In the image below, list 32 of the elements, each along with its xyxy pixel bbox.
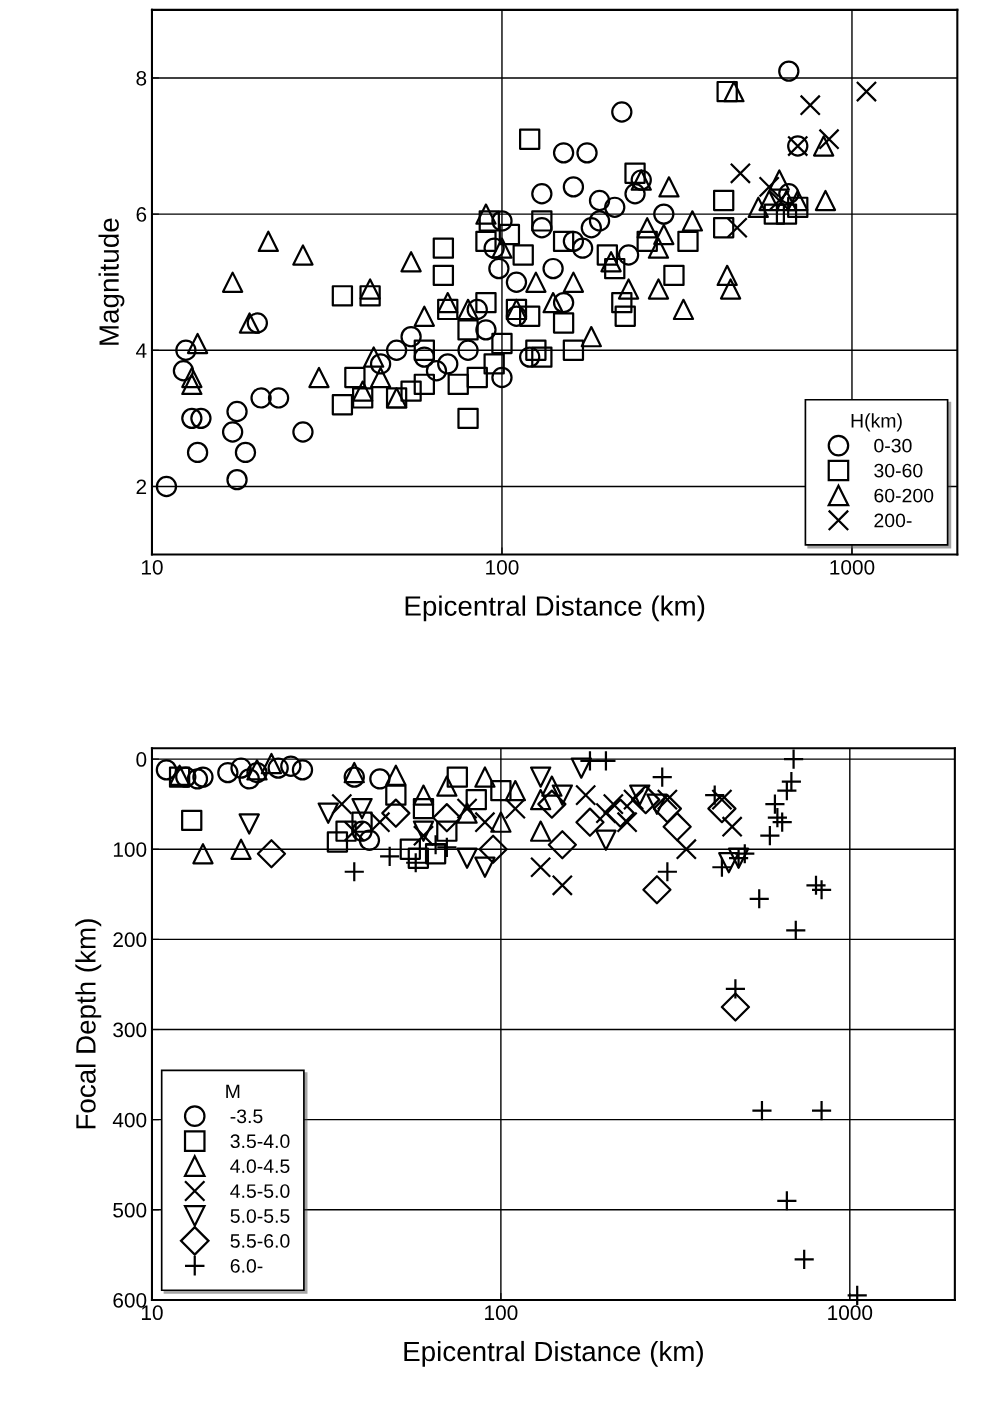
y-axis-title: Focal Depth (km) xyxy=(75,919,102,1129)
legend-label: 200- xyxy=(874,513,912,528)
y-axis-title: Magnitude xyxy=(98,218,125,345)
x-tick-label: 1000 xyxy=(830,559,875,575)
x-axis-title: Epicentral Distance (km) xyxy=(404,1340,703,1367)
y-tick-label: 4 xyxy=(136,343,147,358)
legend-label: 0-30 xyxy=(874,438,912,453)
y-tick-label: 6 xyxy=(136,207,147,222)
y-tick-label: 400 xyxy=(112,1112,147,1128)
x-tick-label: 100 xyxy=(486,559,519,575)
y-tick-label: 500 xyxy=(113,1202,147,1218)
x-axis-title: Epicentral Distance (km) xyxy=(405,595,705,622)
legend-label: -3.5 xyxy=(230,1109,263,1124)
legend-label: 30-60 xyxy=(874,463,923,478)
legend-label: 4.0-4.5 xyxy=(230,1159,290,1174)
y-tick-label: 0 xyxy=(136,752,147,767)
legend-label: 60-200 xyxy=(874,488,934,503)
legend-label: 6.0- xyxy=(230,1259,263,1273)
legend-title: M xyxy=(226,1084,240,1099)
legend-title: H(km) xyxy=(851,413,902,432)
y-tick-label: 2 xyxy=(136,479,147,494)
x-tick-label: 100 xyxy=(485,1305,518,1321)
y-tick-label: 100 xyxy=(113,842,147,857)
legend-label: 5.0-5.5 xyxy=(230,1209,290,1223)
x-tick-label: 10 xyxy=(141,559,163,575)
y-tick-label: 200 xyxy=(113,932,147,948)
legend-label: 4.5-5.0 xyxy=(230,1184,290,1198)
x-tick-label: 1000 xyxy=(828,1305,873,1321)
y-tick-label: 300 xyxy=(113,1022,147,1038)
y-tick-label: 8 xyxy=(136,70,147,86)
legend-label: 5.5-6.0 xyxy=(230,1234,290,1248)
legend-label: 3.5-4.0 xyxy=(230,1134,290,1149)
